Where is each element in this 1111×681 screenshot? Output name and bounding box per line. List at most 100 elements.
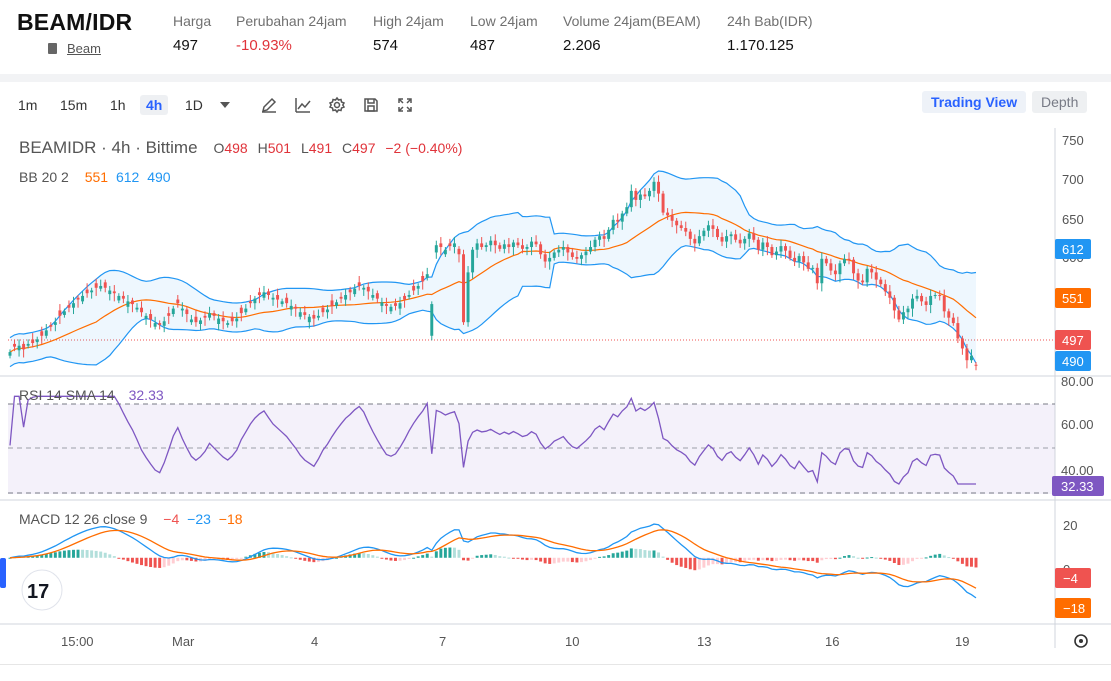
macd-histogram-bar <box>235 557 239 560</box>
macd-histogram-bar <box>729 557 733 563</box>
macd-histogram-bar <box>548 557 552 564</box>
interval-1d[interactable]: 1D <box>185 97 203 113</box>
candle-body <box>702 230 706 237</box>
candle-body <box>335 302 339 306</box>
tradingview-logo[interactable]: 17 <box>21 569 63 611</box>
macd-histogram-bar <box>466 557 470 561</box>
pencil-icon[interactable] <box>258 94 280 116</box>
bb-legend: BB 20 2 551 612 490 <box>19 169 171 185</box>
macd-histogram-bar <box>53 552 57 558</box>
side-drawer-handle[interactable] <box>0 558 6 588</box>
macd-histogram-bar <box>951 557 955 559</box>
candle-body <box>843 258 846 264</box>
chart-canvas[interactable]: 750 700 650 600 80.00 60.00 40.00 20 0 6… <box>0 128 1111 681</box>
candle-body <box>502 244 506 249</box>
bb-lower-axis-label <box>1055 351 1091 371</box>
macd-histogram-bar <box>31 555 35 558</box>
bb-lower-line <box>9 245 977 368</box>
candle-body <box>593 239 597 248</box>
settings-icon[interactable] <box>326 94 348 116</box>
chart-settings-icon[interactable] <box>1074 634 1088 648</box>
depth-button[interactable]: Depth <box>1032 91 1088 113</box>
chart-area[interactable]: 750 700 650 600 80.00 60.00 40.00 20 0 6… <box>0 128 1111 681</box>
macd-histogram-bar <box>920 557 924 559</box>
candle-body <box>797 256 801 262</box>
header-separator <box>0 74 1111 82</box>
candle-body <box>348 289 352 293</box>
macd-hist-axis-label <box>1055 568 1091 588</box>
l-value: 491 <box>308 140 333 156</box>
candle-body <box>312 314 316 319</box>
candle-body <box>684 228 688 232</box>
macd-histogram-bar <box>85 549 89 558</box>
macd-legend: MACD 12 26 close 9 −4 −23 −18 <box>19 511 243 527</box>
macd-histogram-bar <box>956 557 960 562</box>
candle-body <box>747 233 751 239</box>
macd-histogram-bar <box>398 557 402 561</box>
macd-histogram-bar <box>117 557 121 559</box>
macd-histogram-bar <box>443 547 447 558</box>
candle-body <box>911 298 914 309</box>
candle-body <box>121 295 125 299</box>
candle-body <box>62 311 66 315</box>
candle-body <box>321 307 325 313</box>
macd-histogram-bar <box>865 557 869 559</box>
candle-body <box>942 295 946 312</box>
macd-histogram-bar <box>947 557 951 559</box>
save-icon[interactable] <box>360 94 382 116</box>
macd-histogram-bar <box>230 557 234 560</box>
candle-body <box>806 262 810 269</box>
stat-value: 497 <box>173 37 199 54</box>
macd-histogram-bar <box>616 552 620 558</box>
candle-body <box>688 231 692 239</box>
interval-15m[interactable]: 15m <box>60 97 88 113</box>
macd-histogram-bar <box>208 557 212 560</box>
macd-histogram-bar <box>892 557 896 564</box>
macd-signal-line <box>9 529 977 589</box>
candle-body <box>403 295 407 300</box>
candle-body <box>425 274 429 278</box>
bb-basis-line <box>9 211 977 353</box>
candle-body <box>307 316 311 323</box>
macd-histogram-bar <box>539 557 543 562</box>
bb-upper-axis-text: 612 <box>1062 242 1084 257</box>
candle-body <box>847 258 851 260</box>
macd-histogram-bar <box>72 549 75 558</box>
macd-histogram-bar <box>788 557 792 561</box>
macd-histogram-bar <box>108 554 112 558</box>
interval-1m[interactable]: 1m <box>18 97 38 113</box>
candle-body <box>280 301 284 305</box>
candle-body <box>31 339 35 344</box>
candle-body <box>620 213 624 222</box>
candle-body <box>330 300 334 306</box>
candle-body <box>457 248 461 255</box>
candle-body <box>316 315 320 318</box>
dropdown-icon[interactable] <box>214 94 236 116</box>
candle-body <box>892 297 896 311</box>
candle-body <box>643 194 647 197</box>
macd-histogram-bar <box>802 557 806 561</box>
asset-link-label[interactable]: Beam <box>67 41 101 56</box>
stat-label: 24h Bab(IDR) <box>727 13 813 29</box>
stat-low: Low 24jam 487 <box>470 13 538 54</box>
trading-view-button[interactable]: Trading View <box>922 91 1027 113</box>
candle-body <box>371 295 375 298</box>
candle-body <box>298 312 302 317</box>
indicator-icon[interactable] <box>292 94 314 116</box>
macd-histogram-bar <box>62 550 66 558</box>
h-value: 501 <box>267 140 292 156</box>
macd-histogram-bar <box>530 557 534 560</box>
macd-line-value: −23 <box>187 511 211 527</box>
interval-1h[interactable]: 1h <box>110 97 126 113</box>
candle-body <box>938 295 942 297</box>
macd-histogram-bar <box>94 550 98 558</box>
candle-body <box>194 316 198 323</box>
macd-histogram-bar <box>702 557 706 568</box>
asset-link[interactable]: Beam <box>48 41 101 56</box>
fullscreen-icon[interactable] <box>394 94 416 116</box>
interval-4h[interactable]: 4h <box>140 95 169 115</box>
macd-histogram-bar <box>262 551 266 558</box>
candle-body <box>697 236 701 244</box>
macd-histogram-bar <box>380 557 384 559</box>
candle-body <box>516 242 520 246</box>
